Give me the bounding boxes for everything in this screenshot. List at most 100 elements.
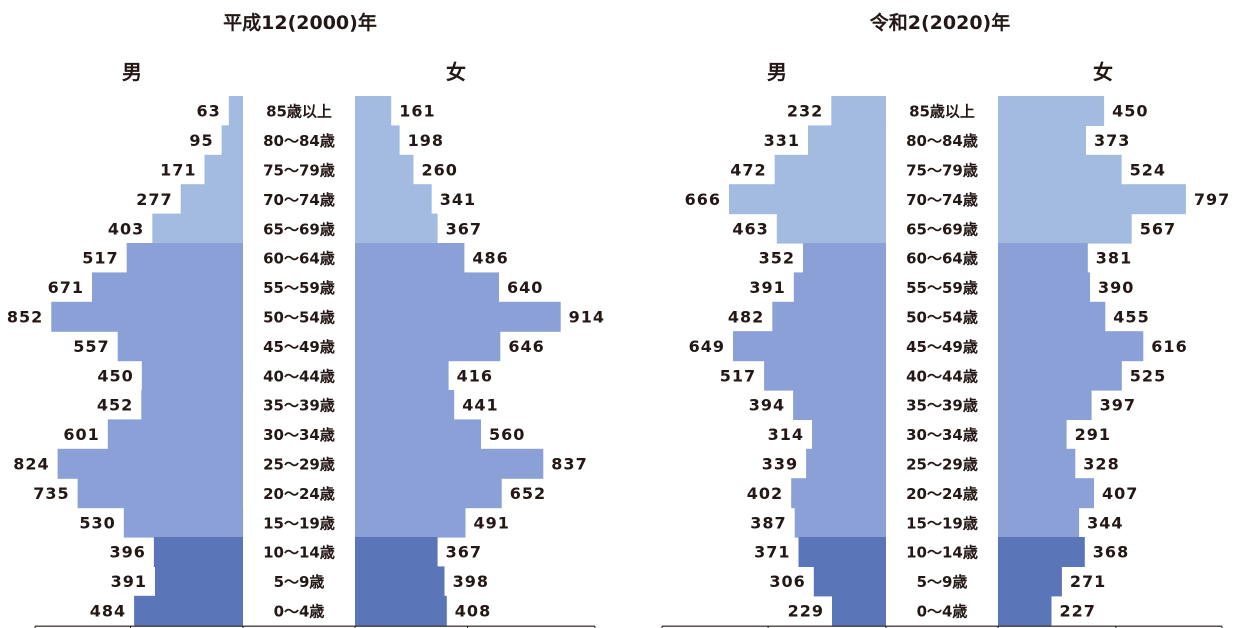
bar-female-2020-10 (998, 390, 1092, 420)
data-label-female-2000-6: 640 (507, 278, 543, 297)
bar-male-2000-13 (77, 478, 243, 509)
bar-female-2020-11 (998, 419, 1067, 450)
data-label-male-2020-13: 402 (747, 484, 783, 503)
data-label-male-2000-3: 277 (136, 190, 172, 209)
bar-male-2000-1 (221, 125, 243, 156)
male-label-2000: 男 (122, 60, 142, 84)
bar-male-2020-14 (794, 507, 886, 538)
age-label-2000-4: 65～69歳 (263, 220, 335, 238)
bar-female-2000-8 (355, 331, 501, 362)
data-label-female-2000-1: 198 (408, 131, 444, 150)
data-label-male-2020-10: 394 (749, 396, 785, 415)
age-label-2020-10: 35～39歳 (906, 397, 978, 415)
bar-female-2020-7 (998, 301, 1106, 332)
data-label-male-2000-15: 396 (109, 543, 145, 562)
age-label-2020-3: 70～74歳 (906, 191, 978, 209)
bar-male-2020-10 (793, 390, 886, 420)
bar-female-2020-3 (998, 184, 1186, 215)
bar-female-2000-5 (355, 243, 465, 273)
age-label-2000-7: 50～54歳 (263, 309, 335, 327)
data-label-female-2000-4: 367 (446, 219, 482, 238)
bar-male-2020-7 (772, 301, 886, 332)
data-label-male-2020-5: 352 (759, 249, 795, 268)
data-label-male-2020-9: 517 (720, 366, 756, 385)
data-label-female-2020-4: 567 (1140, 219, 1176, 238)
data-label-male-2020-6: 391 (749, 278, 785, 297)
bar-female-2020-14 (998, 507, 1080, 538)
age-label-2020-2: 75～79歳 (906, 162, 978, 180)
age-label-2020-9: 40～44歳 (906, 367, 978, 385)
data-label-female-2020-0: 450 (1112, 102, 1148, 121)
data-label-female-2000-2: 260 (422, 161, 458, 180)
male-label-2020: 男 (767, 60, 787, 84)
data-label-male-2020-14: 387 (750, 513, 786, 532)
data-label-female-2000-17: 408 (455, 602, 491, 621)
data-label-female-2000-15: 367 (446, 543, 482, 562)
data-label-female-2020-5: 381 (1096, 249, 1132, 268)
data-label-female-2000-3: 341 (440, 190, 476, 209)
bar-female-2000-9 (355, 360, 449, 391)
bar-female-2020-9 (998, 360, 1122, 391)
data-label-male-2020-7: 482 (728, 308, 764, 327)
data-label-male-2020-17: 229 (788, 602, 824, 621)
age-label-2020-13: 20～24歳 (906, 485, 978, 503)
bar-female-2020-0 (998, 96, 1105, 126)
data-label-female-2000-16: 398 (453, 572, 489, 591)
bar-male-2020-15 (798, 537, 886, 567)
age-label-2020-17: 0～4歳 (917, 603, 968, 621)
bar-female-2020-17 (998, 595, 1052, 626)
age-label-2020-8: 45～49歳 (906, 338, 978, 356)
bar-female-2000-2 (355, 154, 414, 185)
bar-female-2000-10 (355, 390, 455, 420)
bar-female-2000-3 (355, 184, 432, 215)
bar-male-2020-0 (831, 96, 886, 126)
bar-male-2000-8 (117, 331, 243, 362)
data-label-female-2020-10: 397 (1100, 396, 1136, 415)
data-label-female-2020-7: 455 (1113, 308, 1149, 327)
age-label-2000-5: 60～64歳 (263, 250, 335, 268)
age-label-2000-10: 35～39歳 (263, 397, 335, 415)
data-label-male-2000-2: 171 (160, 161, 196, 180)
data-label-male-2000-8: 557 (73, 337, 109, 356)
bar-male-2020-8 (733, 331, 886, 362)
data-label-female-2000-12: 837 (551, 455, 587, 474)
data-label-female-2020-2: 524 (1130, 161, 1166, 180)
data-label-male-2000-17: 484 (90, 602, 126, 621)
data-label-male-2000-7: 852 (7, 308, 43, 327)
bar-male-2020-13 (791, 478, 886, 509)
age-label-2020-14: 15～19歳 (906, 514, 978, 532)
age-label-2020-7: 50～54歳 (906, 309, 978, 327)
bar-female-2020-2 (998, 154, 1122, 185)
data-label-male-2000-11: 601 (63, 425, 99, 444)
bar-male-2000-10 (141, 390, 243, 420)
age-label-2000-9: 40～44歳 (263, 367, 335, 385)
bar-male-2000-11 (107, 419, 243, 450)
bar-male-2020-6 (793, 272, 886, 303)
bar-female-2020-1 (998, 125, 1086, 156)
data-label-male-2020-4: 463 (732, 219, 768, 238)
data-label-male-2020-16: 306 (769, 572, 805, 591)
age-label-2020-4: 65～69歳 (906, 220, 978, 238)
data-label-male-2000-6: 671 (48, 278, 84, 297)
bar-male-2020-3 (729, 184, 886, 215)
bar-male-2000-4 (152, 213, 243, 244)
data-label-female-2020-16: 271 (1070, 572, 1106, 591)
bar-male-2020-17 (832, 595, 886, 626)
bar-female-2000-11 (355, 419, 481, 450)
age-label-2000-2: 75～79歳 (263, 162, 335, 180)
data-label-male-2020-0: 232 (787, 102, 823, 121)
data-label-male-2020-1: 331 (764, 131, 800, 150)
data-label-female-2000-5: 486 (472, 249, 508, 268)
chart-title-2020: 令和2(2020)年 (869, 12, 1011, 34)
bar-female-2020-6 (998, 272, 1090, 303)
bar-male-2020-11 (812, 419, 886, 450)
data-label-female-2020-12: 328 (1083, 455, 1119, 474)
data-label-female-2000-7: 914 (569, 308, 605, 327)
data-label-female-2020-14: 344 (1087, 513, 1123, 532)
bar-male-2000-9 (141, 360, 244, 391)
data-label-male-2000-9: 450 (97, 366, 133, 385)
bar-female-2000-0 (355, 96, 392, 126)
bar-male-2020-4 (776, 213, 886, 244)
bar-female-2020-13 (998, 478, 1094, 509)
bar-male-2000-5 (126, 243, 243, 273)
